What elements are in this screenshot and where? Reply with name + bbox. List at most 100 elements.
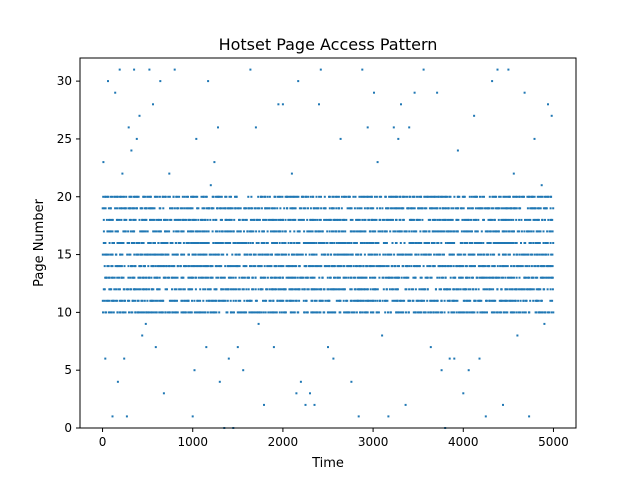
data-point	[513, 276, 515, 279]
data-point	[552, 207, 555, 210]
data-point	[453, 311, 456, 314]
data-point	[513, 230, 515, 233]
data-point	[363, 311, 366, 314]
data-point	[227, 288, 230, 291]
data-point	[260, 276, 263, 279]
data-point	[442, 265, 445, 268]
data-point	[518, 265, 521, 268]
data-point	[527, 218, 530, 221]
data-point	[478, 276, 481, 279]
data-point	[309, 195, 312, 198]
data-point	[341, 218, 344, 221]
data-point	[449, 288, 452, 291]
data-point	[268, 207, 271, 210]
data-point	[262, 311, 265, 314]
data-point	[263, 218, 266, 221]
data-point	[170, 265, 173, 268]
data-point	[419, 207, 422, 210]
data-point	[369, 207, 372, 210]
data-point	[139, 276, 142, 279]
data-point	[504, 207, 507, 210]
data-point	[368, 299, 371, 302]
data-point	[428, 253, 431, 256]
data-point	[107, 218, 110, 221]
data-point	[197, 242, 200, 244]
data-point	[509, 311, 512, 314]
data-point	[129, 207, 132, 210]
data-point	[378, 253, 381, 256]
data-point	[183, 195, 186, 198]
data-point	[283, 242, 286, 244]
data-point	[332, 357, 335, 360]
data-point	[448, 195, 451, 198]
data-point	[353, 311, 356, 314]
data-point	[138, 242, 141, 244]
data-point	[400, 103, 402, 106]
data-point	[384, 195, 387, 198]
data-point	[500, 242, 503, 244]
data-point	[107, 230, 110, 233]
data-point	[480, 265, 483, 268]
data-point	[444, 242, 447, 244]
data-point	[177, 230, 180, 233]
data-point	[419, 230, 422, 233]
data-point	[235, 288, 237, 291]
data-point	[505, 265, 507, 268]
data-point	[300, 207, 303, 210]
data-point	[528, 276, 530, 279]
data-point	[272, 346, 275, 349]
data-point	[264, 195, 267, 198]
data-point	[461, 265, 464, 268]
data-point	[267, 253, 270, 256]
data-point	[542, 253, 545, 256]
data-point	[337, 265, 340, 268]
data-point	[375, 195, 378, 198]
data-point	[111, 230, 114, 233]
data-point	[430, 207, 433, 210]
data-point	[469, 242, 472, 244]
data-point	[381, 299, 384, 302]
data-point	[285, 265, 288, 268]
data-point	[437, 195, 440, 198]
data-point	[433, 265, 436, 268]
data-point	[460, 311, 463, 314]
data-point	[393, 195, 396, 198]
data-point	[141, 288, 144, 291]
data-point	[228, 265, 231, 268]
data-point	[199, 299, 202, 302]
data-point	[206, 265, 209, 268]
data-point	[176, 195, 179, 198]
data-point	[156, 288, 159, 291]
data-point	[319, 242, 322, 244]
data-point	[541, 218, 544, 221]
data-point	[450, 230, 453, 233]
data-point	[296, 288, 299, 291]
data-point	[239, 299, 242, 302]
data-point	[344, 253, 346, 256]
data-point	[477, 265, 480, 268]
data-point	[346, 253, 349, 256]
data-point	[254, 311, 256, 314]
data-point	[529, 207, 532, 210]
data-point	[106, 265, 109, 268]
data-point	[266, 288, 269, 291]
data-point	[406, 265, 409, 268]
data-point	[104, 357, 107, 360]
data-point	[196, 265, 199, 268]
data-point	[239, 207, 242, 210]
data-point	[299, 218, 302, 221]
data-point	[393, 253, 396, 256]
data-point	[141, 311, 144, 314]
data-point	[287, 253, 290, 256]
data-point	[379, 230, 382, 233]
data-point	[274, 288, 276, 291]
data-point	[426, 299, 429, 302]
data-point	[138, 288, 140, 291]
data-point	[201, 230, 204, 233]
data-point	[534, 276, 537, 279]
data-point	[399, 230, 402, 233]
data-point	[453, 288, 456, 291]
data-point	[229, 242, 232, 244]
data-point	[127, 299, 129, 302]
data-point	[532, 288, 535, 291]
